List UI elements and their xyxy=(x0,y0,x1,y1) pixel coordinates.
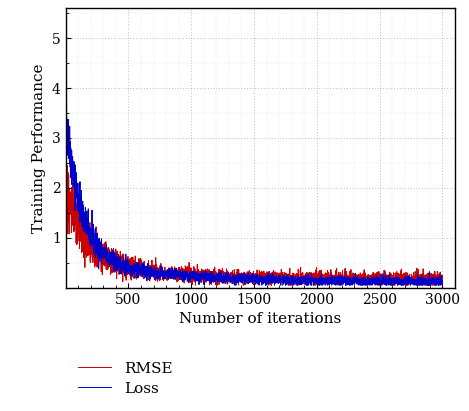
Loss xyxy=(232,283,238,288)
X-axis label: Number of iterations: Number of iterations xyxy=(179,312,341,326)
Loss xyxy=(106,254,112,259)
Loss xyxy=(392,278,397,283)
RMSE xyxy=(63,149,69,154)
RMSE xyxy=(224,270,230,275)
Y-axis label: Training Performance: Training Performance xyxy=(32,63,46,233)
RMSE xyxy=(193,283,198,288)
Loss xyxy=(128,272,134,277)
Loss xyxy=(207,278,213,283)
RMSE xyxy=(129,278,134,283)
Loss xyxy=(439,279,445,284)
Loss xyxy=(63,0,68,1)
Loss xyxy=(224,276,229,281)
Loss xyxy=(432,280,438,285)
RMSE xyxy=(63,171,68,175)
RMSE xyxy=(439,281,445,286)
RMSE xyxy=(392,277,397,282)
RMSE xyxy=(208,273,213,278)
RMSE xyxy=(432,277,438,282)
Legend: RMSE, Loss: RMSE, Loss xyxy=(73,357,177,400)
Line: RMSE: RMSE xyxy=(66,151,442,285)
Line: Loss: Loss xyxy=(66,0,442,285)
RMSE xyxy=(106,249,112,254)
